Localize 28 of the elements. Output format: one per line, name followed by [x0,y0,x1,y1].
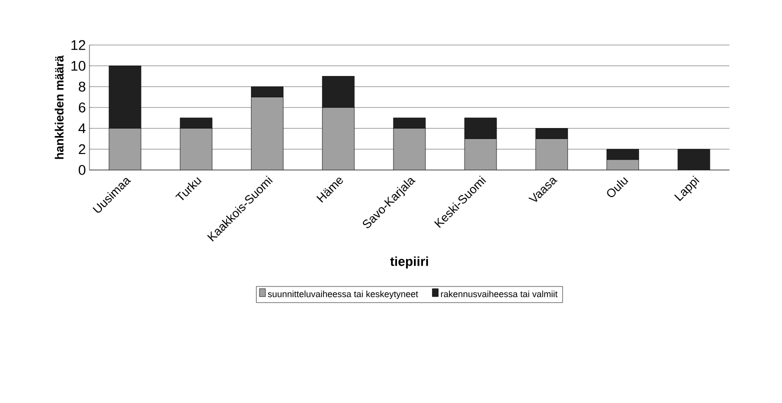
bar [251,86,284,98]
bar [606,148,639,160]
bar [180,128,212,170]
bar [606,159,639,170]
y-tick-label: 0 [78,165,86,175]
legend-label: rakennusvaiheessa tai valmiit [441,290,558,298]
bar [464,118,497,139]
y-tick-label: 10 [71,60,86,71]
bar [322,76,355,108]
y-tick-label: 4 [78,124,86,134]
bar [180,118,212,129]
bar [322,107,354,170]
bar [251,97,284,170]
bar [393,128,426,170]
y-tick-label: 2 [78,144,86,154]
bar [536,138,568,170]
y-tick-label: 8 [78,82,86,92]
y-axis-title: hankkieden määrä [54,55,64,159]
bar [678,148,710,170]
bar [109,128,141,170]
y-tick-label: 6 [78,102,86,112]
bar [464,138,497,170]
legend-label: suunnitteluvaiheessa tai keskeytyneet [268,290,418,299]
y-tick-label: 12 [71,40,86,50]
bar [393,118,426,129]
x-axis-title: tiepiiri [390,256,428,269]
bar [108,66,142,129]
bar [535,128,568,139]
